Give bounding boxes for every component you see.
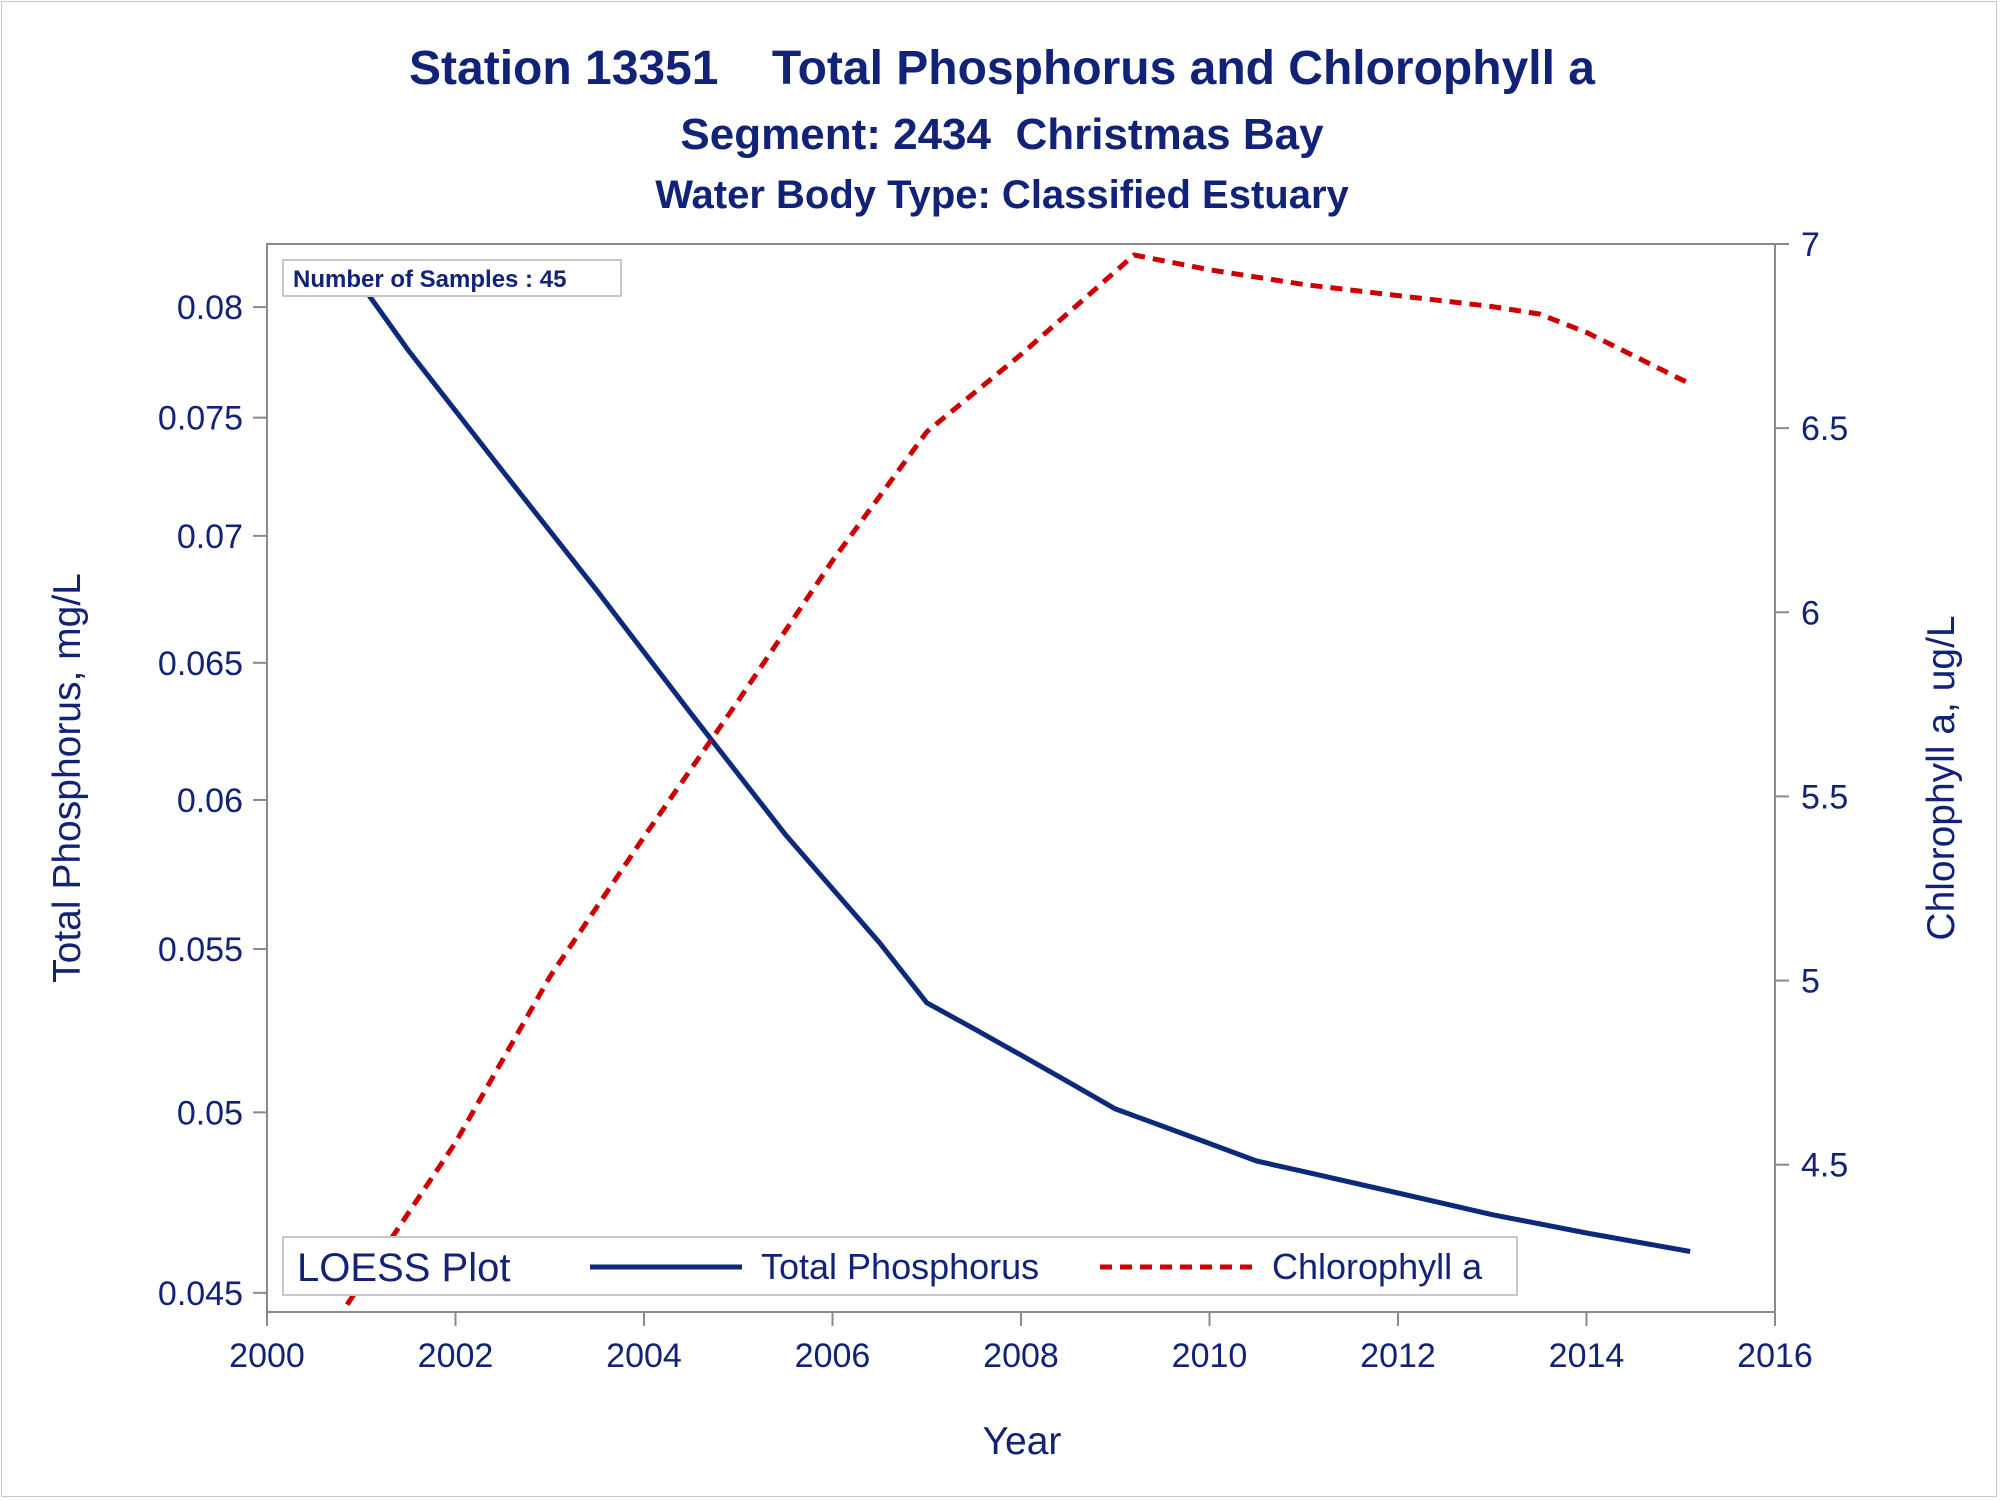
series-line-total-phosphorus [345, 263, 1691, 1254]
x-tick-label: 2010 [1172, 1337, 1248, 1375]
x-tick-label: 2008 [983, 1337, 1059, 1375]
y-axis-left-label: Total Phosphorus, mg/L [46, 573, 89, 983]
series-line-chlorophyll-a [345, 252, 1692, 1306]
legend-title: LOESS Plot [297, 1246, 510, 1290]
y-left-tick-label: 0.045 [158, 1275, 243, 1313]
y-right-tick-label: 6 [1801, 594, 1820, 632]
x-tick-label: 2014 [1549, 1337, 1625, 1375]
y-right-tick-label: 6.5 [1801, 410, 1848, 448]
y-left-tick-label: 0.08 [177, 289, 243, 327]
legend-entry-total-phosphorus: Total Phosphorus [761, 1246, 1039, 1287]
chart-subtitle-2: Water Body Type: Classified Estuary [655, 173, 1349, 217]
x-tick-label: 2000 [229, 1337, 305, 1375]
x-tick-label: 2016 [1737, 1337, 1813, 1375]
series-layer [345, 252, 1692, 1306]
y-right-tick-label: 4.5 [1801, 1147, 1848, 1185]
chart-title: Station 13351 Total Phosphorus and Chlor… [409, 42, 1595, 95]
x-tick-label: 2002 [418, 1337, 494, 1375]
y-right-tick-label: 5.5 [1801, 778, 1848, 816]
x-tick-label: 2006 [795, 1337, 871, 1375]
sample-count-box [282, 259, 622, 297]
y-left-tick-label: 0.06 [177, 782, 243, 820]
x-tick-label: 2004 [606, 1337, 682, 1375]
y-left-tick-label: 0.055 [158, 931, 243, 969]
legend-entry-chlorophyll-a: Chlorophyll a [1272, 1246, 1483, 1287]
chart-subtitle: Segment: 2434 Christmas Bay [680, 110, 1324, 159]
y-left-tick-label: 0.075 [158, 400, 243, 438]
legend [282, 1236, 1518, 1296]
y-left-tick-label: 0.07 [177, 518, 243, 556]
y-left-tick-label: 0.05 [177, 1094, 243, 1132]
x-axis: 2000 2002 2004 2006 2008 2010 2012 2014 2016 [229, 1311, 1813, 1375]
y-left-tick-label: 0.065 [158, 645, 243, 683]
y-right-tick-label: 7 [1801, 226, 1820, 264]
y-right-tick-label: 5 [1801, 963, 1820, 1001]
y-axis-right-label: Chlorophyll a, ug/L [1920, 615, 1963, 940]
x-axis-label: Year [983, 1420, 1062, 1463]
sample-count-label: Number of Samples : 45 [293, 266, 566, 293]
plot-area [266, 243, 1776, 1313]
y-axis-left: 0.045 0.05 0.055 0.06 0.065 0.07 0.075 0.08 [158, 289, 267, 1313]
y-axis-right: 4.5 5 5.5 6 6.5 7 [1775, 226, 1848, 1185]
x-tick-label: 2012 [1360, 1337, 1436, 1375]
